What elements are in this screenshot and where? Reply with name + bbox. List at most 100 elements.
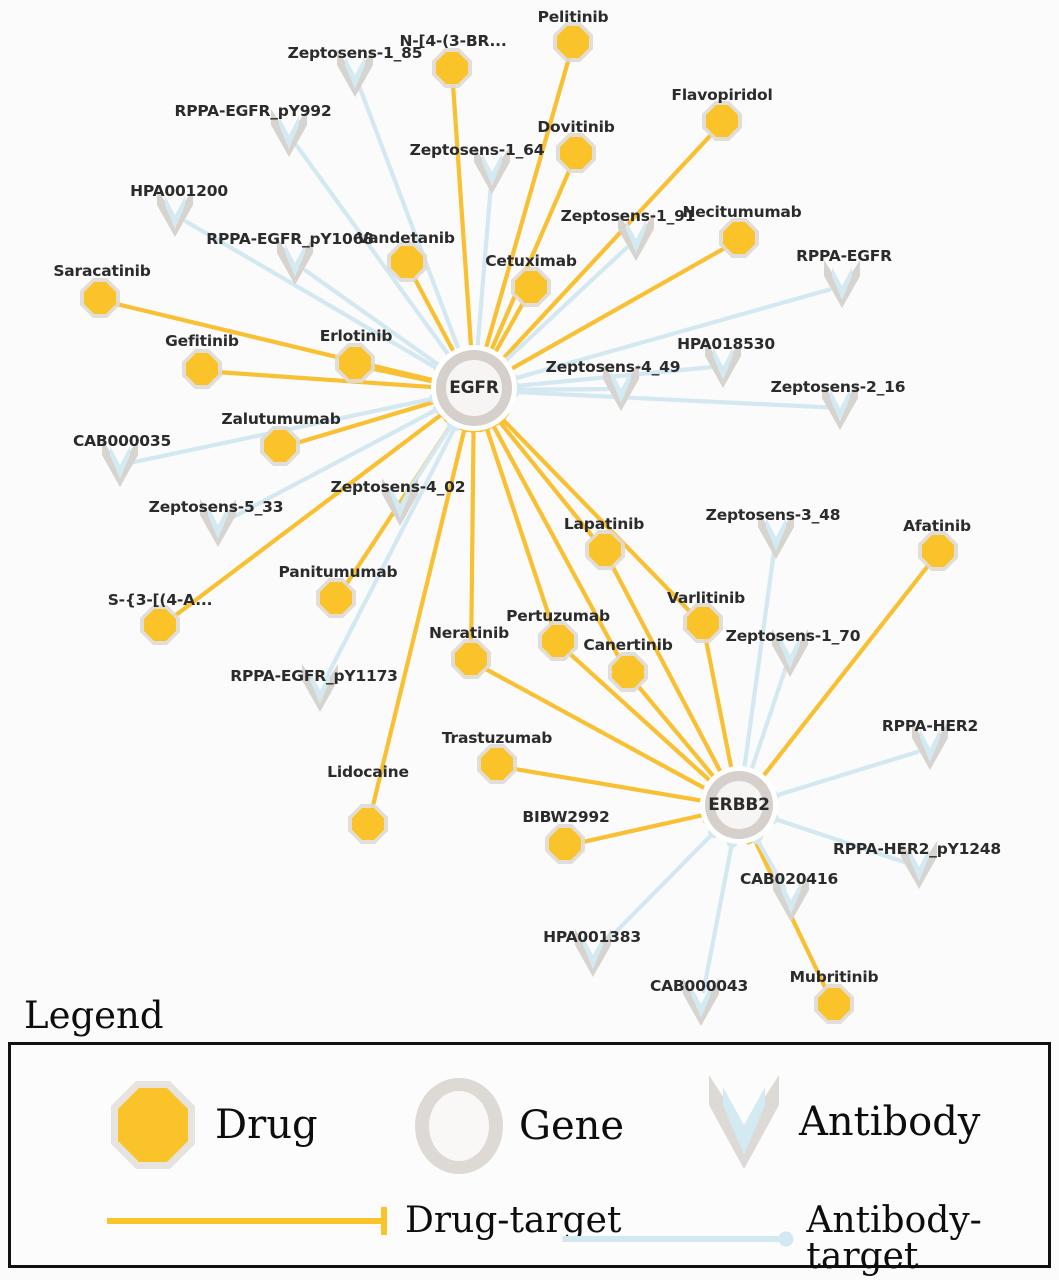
antibody-node[interactable] xyxy=(908,718,952,778)
network-edge xyxy=(511,386,611,392)
drug-icon xyxy=(182,349,222,389)
gene-node-egfr[interactable] xyxy=(428,342,520,438)
network-edge xyxy=(368,426,467,816)
legend-label-drug: Drug xyxy=(215,1102,318,1148)
antibody-icon xyxy=(824,260,860,308)
antibody-node[interactable] xyxy=(769,870,813,930)
antibody-node[interactable] xyxy=(897,837,941,897)
drug-node[interactable] xyxy=(448,636,494,686)
antibody-node[interactable] xyxy=(470,142,514,202)
antibody-node[interactable] xyxy=(701,336,745,396)
drug-node[interactable] xyxy=(699,98,745,148)
network-edge xyxy=(450,80,474,353)
antibody-node[interactable] xyxy=(754,507,798,567)
gene-icon xyxy=(415,1078,503,1174)
antibody-node[interactable] xyxy=(298,660,342,720)
network-edges-svg xyxy=(110,54,933,997)
network-edge xyxy=(501,245,629,365)
drug-node[interactable] xyxy=(508,264,554,314)
network-edge xyxy=(771,749,920,799)
network-edge xyxy=(741,547,777,774)
network-edge xyxy=(411,273,458,357)
antibody-icon xyxy=(772,629,808,677)
legend-item-drug-target-edge: Drug-target xyxy=(103,1203,621,1239)
network-edge xyxy=(168,411,445,622)
network-edge xyxy=(365,365,437,384)
network-edge xyxy=(499,130,716,363)
drug-icon xyxy=(702,101,742,141)
drug-icon xyxy=(538,621,578,661)
drug-icon xyxy=(140,605,180,645)
drug-icon xyxy=(335,343,375,383)
network-edge xyxy=(323,423,458,681)
drug-node[interactable] xyxy=(474,741,520,791)
antibody-node[interactable] xyxy=(98,435,142,495)
network-edge xyxy=(497,419,599,544)
drug-target-edge-icon xyxy=(107,1207,387,1235)
antibody-icon xyxy=(773,874,809,922)
drug-node[interactable] xyxy=(811,981,857,1031)
drug-node[interactable] xyxy=(384,239,430,289)
antibody-node[interactable] xyxy=(768,625,812,685)
network-edge xyxy=(487,164,573,356)
network-edge xyxy=(482,54,572,354)
drug-node[interactable] xyxy=(332,340,378,390)
network-edge xyxy=(600,830,716,948)
drug-icon xyxy=(80,278,120,318)
drug-node[interactable] xyxy=(137,602,183,652)
drug-node[interactable] xyxy=(179,346,225,396)
antibody-icon xyxy=(618,213,654,261)
drug-node[interactable] xyxy=(582,527,628,577)
drug-node[interactable] xyxy=(429,45,475,95)
drug-icon xyxy=(260,426,300,466)
drug-icon xyxy=(553,22,593,62)
drug-node[interactable] xyxy=(313,575,359,625)
drug-node[interactable] xyxy=(345,801,391,851)
network-edge xyxy=(771,816,909,865)
antibody-node[interactable] xyxy=(153,185,197,245)
gene-node-erbb2[interactable] xyxy=(697,763,781,851)
antibody-icon xyxy=(683,978,719,1026)
drug-node[interactable] xyxy=(553,130,599,180)
network-edge xyxy=(227,406,441,522)
legend-label-gene: Gene xyxy=(519,1103,625,1149)
network-edge xyxy=(759,561,933,781)
antibody-node[interactable] xyxy=(196,495,240,555)
antibody-icon xyxy=(271,109,307,157)
network-edge xyxy=(110,300,438,383)
antibody-node[interactable] xyxy=(599,359,643,419)
antibody-node[interactable] xyxy=(820,256,864,316)
drug-node[interactable] xyxy=(550,19,596,69)
network-canvas[interactable]: EGFR ERBB2 Pelitinib N-[4-(3-BR... Flavopiri… xyxy=(0,0,1059,1026)
drug-icon xyxy=(814,984,854,1024)
drug-node[interactable] xyxy=(605,649,651,699)
drug-node[interactable] xyxy=(77,275,123,325)
antibody-node[interactable] xyxy=(818,378,862,438)
drug-icon xyxy=(719,218,759,258)
drug-node[interactable] xyxy=(716,215,762,265)
legend-box: Drug Gene Antibody xyxy=(8,1042,1051,1275)
drug-node[interactable] xyxy=(915,528,961,578)
antibody-node[interactable] xyxy=(679,974,723,1034)
antibody-target-edge-icon xyxy=(562,1231,794,1247)
drug-icon xyxy=(316,578,356,618)
antibody-node[interactable] xyxy=(267,105,311,165)
drug-node[interactable] xyxy=(535,618,581,668)
antibody-node[interactable] xyxy=(614,209,658,269)
legend-item-antibody-target-edge: Antibody-target xyxy=(559,1203,1048,1275)
drug-icon xyxy=(387,242,427,282)
legend-label-antibody-target: Antibody-target xyxy=(806,1200,982,1277)
drug-node[interactable] xyxy=(542,821,588,871)
antibody-node[interactable] xyxy=(571,925,615,985)
drug-icon xyxy=(111,1081,195,1169)
antibody-node[interactable] xyxy=(378,474,422,534)
drug-node[interactable] xyxy=(257,423,303,473)
antibody-icon xyxy=(822,382,858,430)
network-edge xyxy=(507,766,706,804)
drug-icon xyxy=(348,804,388,844)
drug-node[interactable] xyxy=(680,600,726,650)
drug-icon xyxy=(545,824,585,864)
antibody-node[interactable] xyxy=(273,233,317,293)
antibody-node[interactable] xyxy=(333,45,377,105)
antibody-icon xyxy=(603,363,639,411)
